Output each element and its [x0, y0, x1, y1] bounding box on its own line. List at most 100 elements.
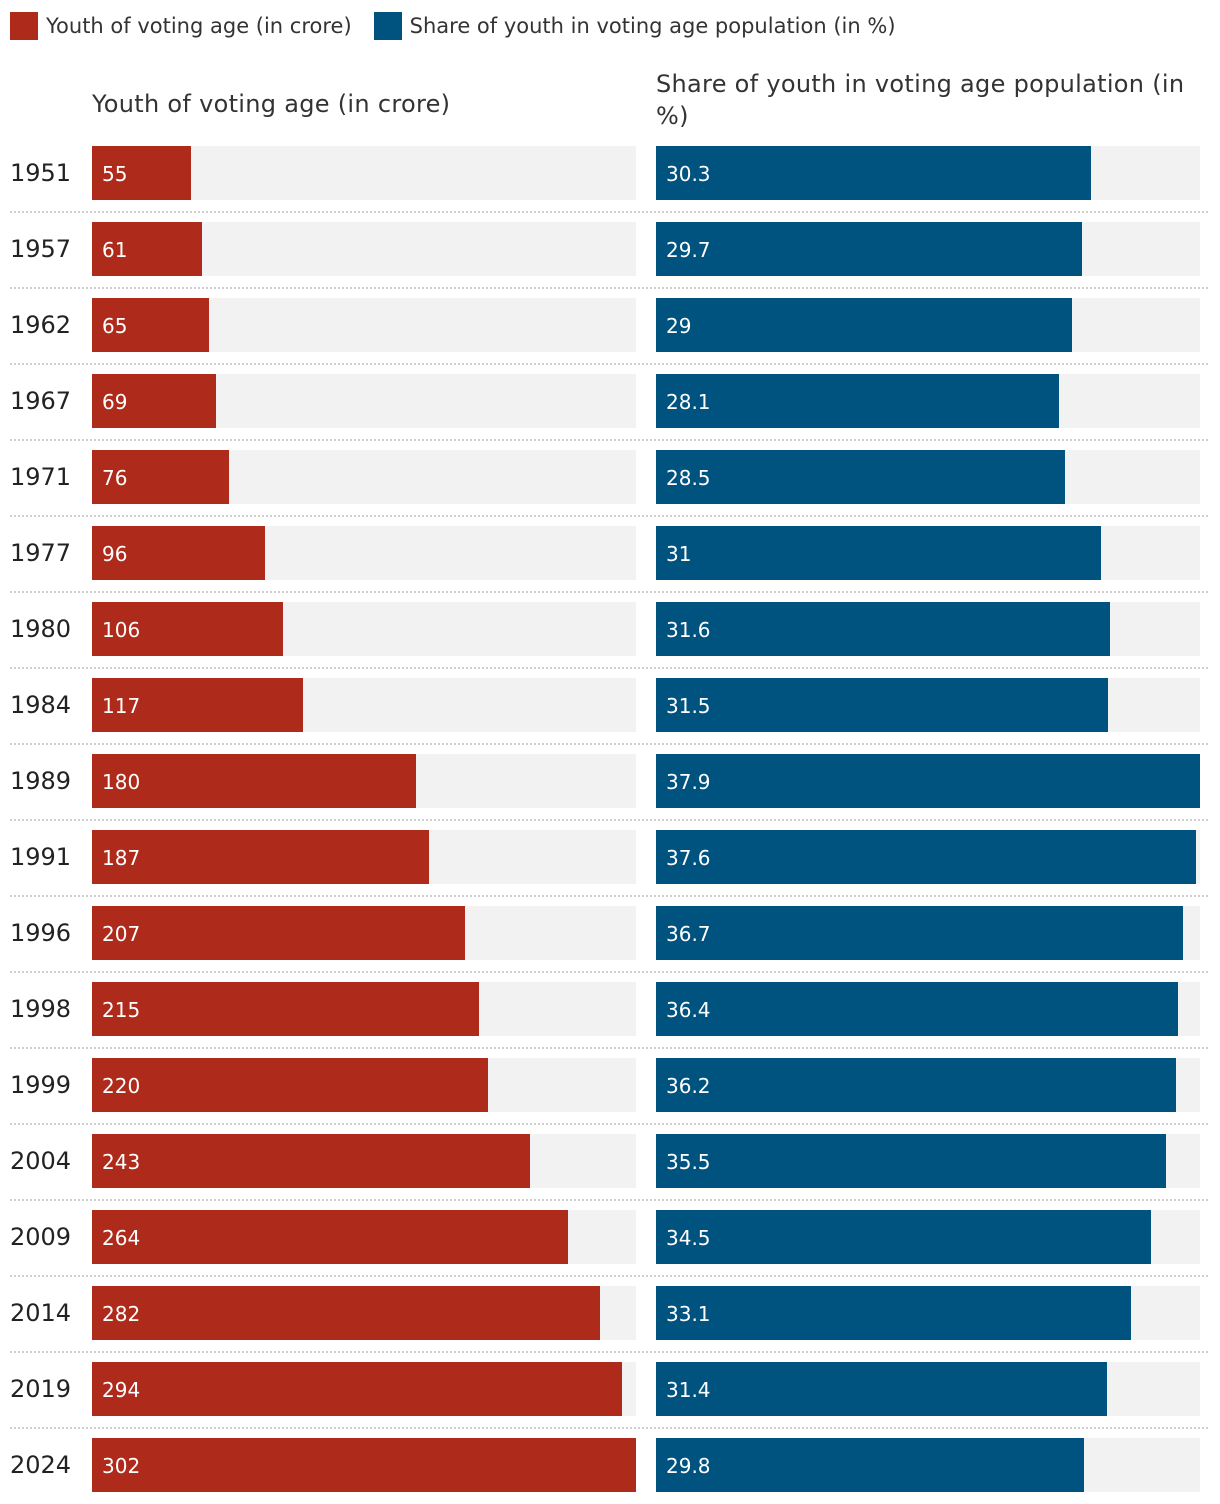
youth-share-bar	[656, 1058, 1176, 1112]
youth-count-bar	[92, 906, 465, 960]
youth-count-value-label: 282	[102, 1302, 141, 1326]
row-divider	[10, 1351, 1208, 1353]
youth-share-bar	[656, 754, 1200, 808]
chart-row-1951: 1951 55 30.3	[0, 146, 1220, 200]
chart-row-1967: 1967 69 28.1	[0, 374, 1220, 428]
youth-count-bar	[92, 146, 191, 200]
chart-row-2014: 2014 282 33.1	[0, 1286, 1220, 1340]
youth-count-value-label: 69	[102, 390, 128, 414]
row-divider	[10, 667, 1208, 669]
youth-count-value-label: 302	[102, 1454, 141, 1478]
chart-row-1984: 1984 117 31.5	[0, 678, 1220, 732]
youth-count-bar	[92, 678, 303, 732]
panel-title-youth-share: Share of youth in voting age population …	[656, 70, 1185, 130]
row-divider	[10, 819, 1208, 821]
youth-count-bar	[92, 1210, 568, 1264]
youth-share-bar	[656, 982, 1178, 1036]
year-label: 1967	[10, 387, 72, 415]
year-label: 1996	[10, 919, 72, 947]
youth-count-bar	[92, 222, 202, 276]
youth-count-value-label: 187	[102, 846, 141, 870]
youth-count-track: 61	[92, 222, 636, 276]
youth-share-bar	[656, 602, 1110, 656]
year-label: 2019	[10, 1375, 72, 1403]
youth-count-bar	[92, 830, 429, 884]
youth-count-track: 207	[92, 906, 636, 960]
youth-share-value-label: 29	[666, 314, 692, 338]
youth-count-bar	[92, 1134, 530, 1188]
youth-share-track: 29.8	[656, 1438, 1200, 1492]
row-divider	[10, 287, 1208, 289]
youth-count-value-label: 106	[102, 618, 141, 642]
youth-share-value-label: 31	[666, 542, 692, 566]
youth-share-value-label: 34.5	[666, 1226, 711, 1250]
youth-share-bar	[656, 526, 1101, 580]
chart-row-1962: 1962 65 29	[0, 298, 1220, 352]
chart-row-2019: 2019 294 31.4	[0, 1362, 1220, 1416]
youth-share-value-label: 36.7	[666, 922, 711, 946]
legend-item-youth-share: Share of youth in voting age population …	[373, 12, 896, 40]
year-label: 1957	[10, 235, 72, 263]
legend: Youth of voting age (in crore) Share of …	[10, 10, 918, 42]
youth-share-track: 34.5	[656, 1210, 1200, 1264]
row-divider	[10, 211, 1208, 213]
year-label: 2014	[10, 1299, 72, 1327]
year-label: 1977	[10, 539, 72, 567]
youth-share-bar	[656, 450, 1065, 504]
youth-share-bar	[656, 1438, 1084, 1492]
youth-share-value-label: 31.5	[666, 694, 711, 718]
youth-share-bar	[656, 1286, 1131, 1340]
youth-count-value-label: 264	[102, 1226, 141, 1250]
year-label: 1991	[10, 843, 72, 871]
youth-count-bar	[92, 602, 283, 656]
youth-count-bar	[92, 1058, 488, 1112]
youth-count-track: 69	[92, 374, 636, 428]
youth-count-value-label: 243	[102, 1150, 141, 1174]
youth-count-track: 264	[92, 1210, 636, 1264]
youth-count-track: 96	[92, 526, 636, 580]
legend-label-youth-count: Youth of voting age (in crore)	[46, 14, 352, 38]
youth-count-track: 180	[92, 754, 636, 808]
youth-count-value-label: 55	[102, 162, 128, 186]
youth-share-value-label: 28.1	[666, 390, 711, 414]
year-label: 1989	[10, 767, 72, 795]
youth-count-value-label: 207	[102, 922, 141, 946]
youth-count-value-label: 180	[102, 770, 141, 794]
youth-count-bar	[92, 450, 229, 504]
youth-count-value-label: 215	[102, 998, 141, 1022]
row-divider	[10, 895, 1208, 897]
year-label: 2009	[10, 1223, 72, 1251]
youth-share-value-label: 29.7	[666, 238, 711, 262]
youth-share-value-label: 36.4	[666, 998, 711, 1022]
youth-count-track: 55	[92, 146, 636, 200]
chart-row-1971: 1971 76 28.5	[0, 450, 1220, 504]
year-label: 1962	[10, 311, 72, 339]
youth-share-bar	[656, 222, 1082, 276]
youth-share-track: 30.3	[656, 146, 1200, 200]
chart-row-2009: 2009 264 34.5	[0, 1210, 1220, 1264]
youth-count-bar	[92, 1286, 600, 1340]
youth-share-track: 37.6	[656, 830, 1200, 884]
youth-count-bar	[92, 526, 265, 580]
youth-count-bar	[92, 754, 416, 808]
youth-share-track: 29.7	[656, 222, 1200, 276]
chart-row-2004: 2004 243 35.5	[0, 1134, 1220, 1188]
row-divider	[10, 1123, 1208, 1125]
youth-share-track: 36.2	[656, 1058, 1200, 1112]
youth-count-track: 76	[92, 450, 636, 504]
youth-count-bar	[92, 1362, 622, 1416]
youth-share-value-label: 28.5	[666, 466, 711, 490]
row-divider	[10, 971, 1208, 973]
year-label: 1951	[10, 159, 72, 187]
youth-count-track: 106	[92, 602, 636, 656]
row-divider	[10, 1199, 1208, 1201]
legend-item-youth-count: Youth of voting age (in crore)	[10, 12, 352, 40]
row-divider	[10, 515, 1208, 517]
youth-share-track: 37.9	[656, 754, 1200, 808]
youth-share-value-label: 29.8	[666, 1454, 711, 1478]
youth-count-bar	[92, 1438, 636, 1492]
youth-share-value-label: 31.4	[666, 1378, 711, 1402]
youth-count-track: 65	[92, 298, 636, 352]
chart-row-1996: 1996 207 36.7	[0, 906, 1220, 960]
year-label: 2024	[10, 1451, 72, 1479]
